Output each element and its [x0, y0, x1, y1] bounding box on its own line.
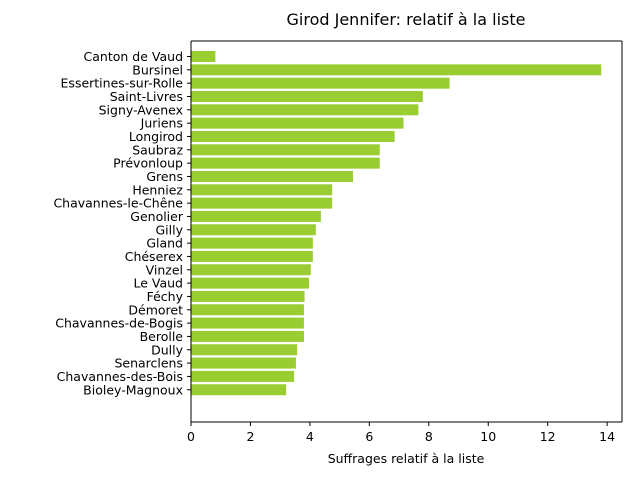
y-tick-label: Le Vaud — [133, 276, 183, 291]
axes — [190, 40, 623, 423]
bar — [191, 170, 353, 182]
bar — [191, 357, 296, 369]
y-tick-label: Grens — [146, 169, 183, 184]
x-tick-label: 8 — [425, 429, 433, 444]
y-tick-label: Berolle — [140, 329, 184, 344]
x-axis-label: Suffrages relatif à la liste — [328, 451, 485, 466]
bar — [191, 77, 450, 89]
bar — [191, 104, 419, 116]
y-tick-label: Vinzel — [146, 262, 183, 277]
bar — [191, 130, 395, 142]
bar — [191, 264, 311, 276]
y-tick-label: Chéserex — [125, 249, 183, 264]
bars — [191, 51, 602, 396]
y-tick-label: Dully — [151, 342, 183, 357]
chart-title: Girod Jennifer: relatif à la liste — [287, 10, 526, 29]
x-tick-label: 2 — [246, 429, 254, 444]
bar — [191, 304, 304, 316]
bar — [191, 197, 333, 209]
y-tick-label: Féchy — [147, 289, 184, 304]
bar — [191, 317, 304, 329]
y-tick-label: Essertines-sur-Rolle — [61, 76, 184, 91]
bar — [191, 384, 287, 396]
bar — [191, 210, 321, 222]
y-tick-label: Longirod — [129, 129, 183, 144]
y-tick-label: Canton de Vaud — [84, 49, 183, 64]
y-tick-label: Saint-Livres — [110, 89, 183, 104]
bar — [191, 144, 380, 156]
y-tick-label: Prévonloup — [113, 156, 183, 171]
bar — [191, 51, 216, 62]
y-tick-label: Chavannes-le-Chêne — [53, 196, 183, 211]
x-tick-label: 12 — [540, 429, 556, 444]
y-tick-label: Saubraz — [132, 142, 183, 157]
bar — [191, 370, 295, 382]
bar — [191, 157, 380, 169]
y-tick-label: Bioley-Magnoux — [83, 382, 183, 397]
bar — [191, 250, 313, 262]
bar — [191, 277, 310, 289]
x-tick-label: 6 — [365, 429, 373, 444]
bar — [191, 237, 313, 249]
bar — [191, 117, 404, 129]
y-tick-label: Bursinel — [132, 62, 183, 77]
y-tick-label: Chavannes-de-Bogis — [55, 316, 183, 331]
y-tick-label: Démoret — [128, 302, 183, 317]
y-tick-label: Henniez — [132, 182, 183, 197]
bar — [191, 344, 298, 356]
y-tick-labels: Canton de VaudBursinelEssertines-sur-Rol… — [53, 49, 191, 397]
y-tick-label: Chavannes-des-Bois — [57, 369, 183, 384]
y-tick-label: Gland — [146, 236, 183, 251]
x-tick-label: 4 — [306, 429, 314, 444]
x-tick-label: 0 — [187, 429, 195, 444]
y-tick-label: Gilly — [155, 222, 183, 237]
y-tick-label: Senarclens — [114, 356, 183, 371]
bar — [191, 64, 602, 76]
bar — [191, 90, 423, 102]
x-ticks: 0 2 4 6 8 10 12 14 — [187, 422, 615, 444]
bar — [191, 184, 333, 196]
y-tick-label: Genolier — [130, 209, 184, 224]
x-tick-label: 14 — [599, 429, 615, 444]
x-tick-label: 10 — [480, 429, 496, 444]
bar — [191, 224, 316, 236]
bar — [191, 290, 305, 302]
y-tick-label: Signy-Avenex — [99, 102, 183, 117]
y-tick-label: Juriens — [140, 116, 183, 131]
bar — [191, 330, 304, 342]
